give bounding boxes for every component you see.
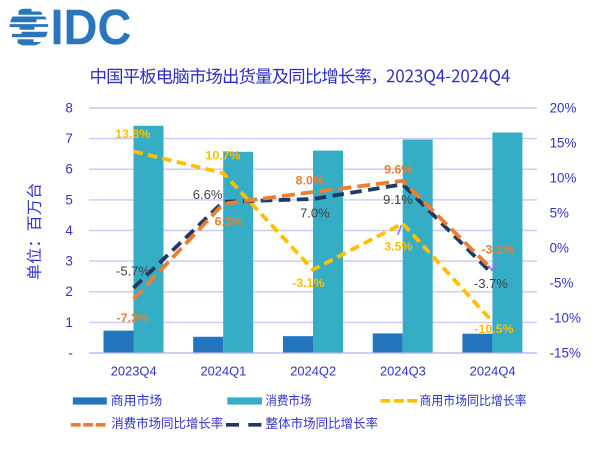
svg-text:3.5%: 3.5%	[384, 239, 412, 253]
svg-text:-3.1%: -3.1%	[481, 243, 513, 257]
svg-text:7: 7	[65, 131, 72, 146]
svg-text:9.1%: 9.1%	[383, 192, 413, 207]
svg-text:13.8%: 13.8%	[115, 127, 150, 141]
svg-text:-7.3%: -7.3%	[117, 311, 149, 325]
svg-text:2024Q1: 2024Q1	[200, 363, 246, 378]
svg-text:2024Q3: 2024Q3	[380, 363, 426, 378]
svg-text:20%: 20%	[550, 100, 577, 115]
svg-text:-10.5%: -10.5%	[474, 322, 513, 336]
svg-text:-10%: -10%	[550, 310, 581, 325]
svg-text:5: 5	[65, 192, 72, 207]
svg-text:6.6%: 6.6%	[193, 187, 223, 202]
svg-text:2: 2	[65, 284, 72, 299]
svg-text:1: 1	[65, 315, 72, 330]
svg-text:2023Q4: 2023Q4	[111, 363, 157, 378]
svg-text:-3.1%: -3.1%	[292, 276, 324, 290]
svg-text:-3.7%: -3.7%	[474, 276, 508, 291]
svg-text:-5.7%: -5.7%	[116, 263, 150, 278]
svg-text:0%: 0%	[550, 240, 569, 255]
svg-text:2024Q2: 2024Q2	[290, 363, 336, 378]
svg-text:4: 4	[65, 223, 73, 238]
svg-text:-5%: -5%	[550, 275, 574, 290]
svg-text:5%: 5%	[550, 205, 569, 220]
svg-text:6.3%: 6.3%	[215, 215, 243, 229]
svg-text:6: 6	[65, 162, 72, 177]
svg-text:8: 8	[65, 100, 72, 115]
svg-text:8.0%: 8.0%	[296, 174, 324, 188]
svg-text:3: 3	[65, 254, 72, 269]
svg-text:-: -	[68, 346, 72, 361]
svg-text:10.7%: 10.7%	[205, 149, 240, 163]
svg-text:7.0%: 7.0%	[300, 206, 330, 221]
svg-text:15%: 15%	[550, 135, 577, 150]
svg-text:9.6%: 9.6%	[384, 163, 412, 177]
svg-text:10%: 10%	[550, 170, 577, 185]
svg-text:-15%: -15%	[550, 345, 581, 360]
svg-text:2024Q4: 2024Q4	[470, 363, 516, 378]
